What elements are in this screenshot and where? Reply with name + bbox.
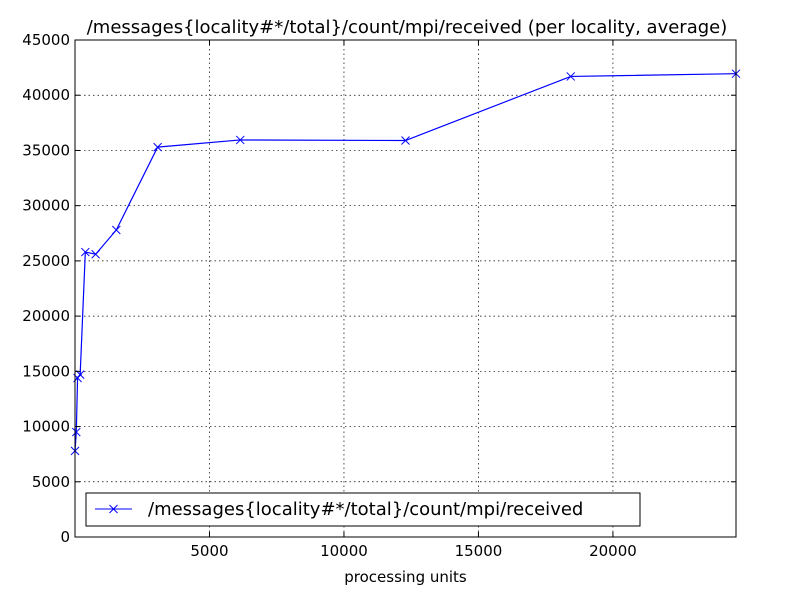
- series-line: [74, 73, 737, 451]
- data-point: [80, 247, 90, 257]
- data-point: [109, 504, 118, 514]
- x-tick-label: 5000: [190, 542, 228, 560]
- plot-frame: [74, 39, 737, 538]
- data-point: [235, 135, 245, 145]
- y-tick-label: 25000: [22, 252, 70, 270]
- y-tick-label: 0: [60, 528, 70, 546]
- legend-series-marker: [109, 504, 118, 514]
- y-tick-label: 40000: [22, 86, 70, 104]
- y-tick-label: 45000: [22, 31, 70, 49]
- data-point: [153, 142, 162, 152]
- axis-tick-labels: 5000 10000 15000 20000 0 5000 10000 15000 20000 2…: [22, 31, 637, 560]
- x-tick-label: 10000: [320, 542, 368, 560]
- y-tick-label: 5000: [32, 473, 70, 491]
- legend-series-label: /messages{locality#*/total}/count/mpi/re…: [148, 499, 583, 520]
- chart-title: /messages{locality#*/total}/count/mpi/re…: [87, 17, 728, 38]
- x-tick-label: 20000: [589, 542, 637, 560]
- y-tick-label: 35000: [22, 141, 70, 159]
- data-point: [91, 249, 101, 259]
- data-point: [71, 427, 81, 437]
- y-tick-label: 10000: [22, 418, 70, 436]
- data-point: [566, 72, 576, 81]
- y-tick-label: 30000: [22, 197, 70, 215]
- data-point: [75, 370, 85, 380]
- x-axis-label: processing units: [344, 568, 467, 586]
- x-tick-label: 15000: [455, 542, 503, 560]
- y-tick-label: 20000: [22, 307, 70, 325]
- series-layer: [70, 69, 741, 456]
- legend: /messages{locality#*/total}/count/mpi/re…: [85, 492, 641, 527]
- grid-lines: [75, 40, 736, 537]
- y-tick-label: 15000: [22, 362, 70, 380]
- data-point: [111, 225, 121, 235]
- legend-box: [85, 492, 641, 527]
- data-point: [401, 136, 410, 145]
- axis-ticks: [75, 39, 736, 538]
